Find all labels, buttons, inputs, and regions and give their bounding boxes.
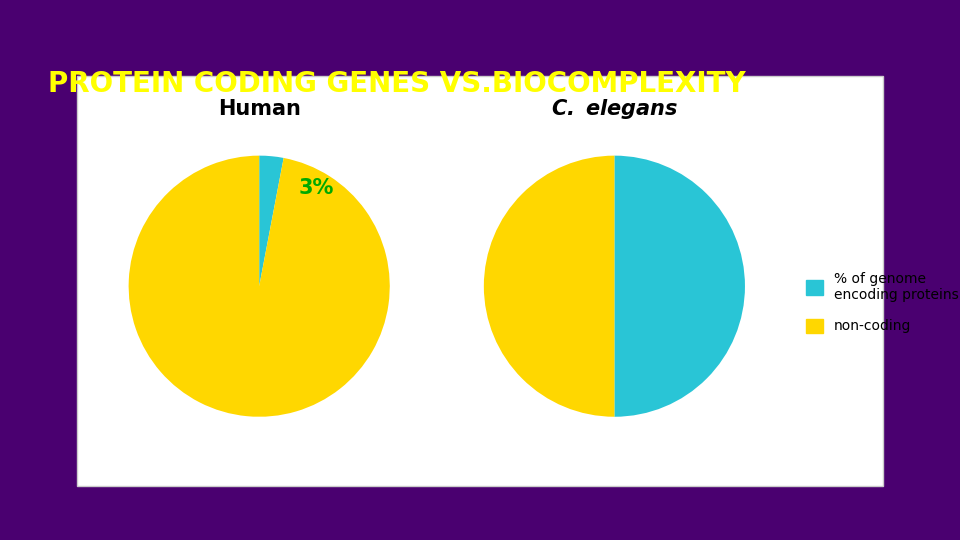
Legend: % of genome
encoding proteins, non-coding: % of genome encoding proteins, non-codin… xyxy=(801,266,960,339)
Wedge shape xyxy=(484,156,614,417)
Wedge shape xyxy=(259,156,283,286)
Bar xyxy=(77,76,883,486)
Title: $\bfit{C.\ elegans}$: $\bfit{C.\ elegans}$ xyxy=(551,97,678,120)
Wedge shape xyxy=(129,156,390,417)
Text: 3%: 3% xyxy=(299,178,334,198)
Text: PROTEIN CODING GENES VS.BIOCOMPLEXITY: PROTEIN CODING GENES VS.BIOCOMPLEXITY xyxy=(48,70,746,98)
Wedge shape xyxy=(614,156,745,417)
Title: Human: Human xyxy=(218,99,300,119)
